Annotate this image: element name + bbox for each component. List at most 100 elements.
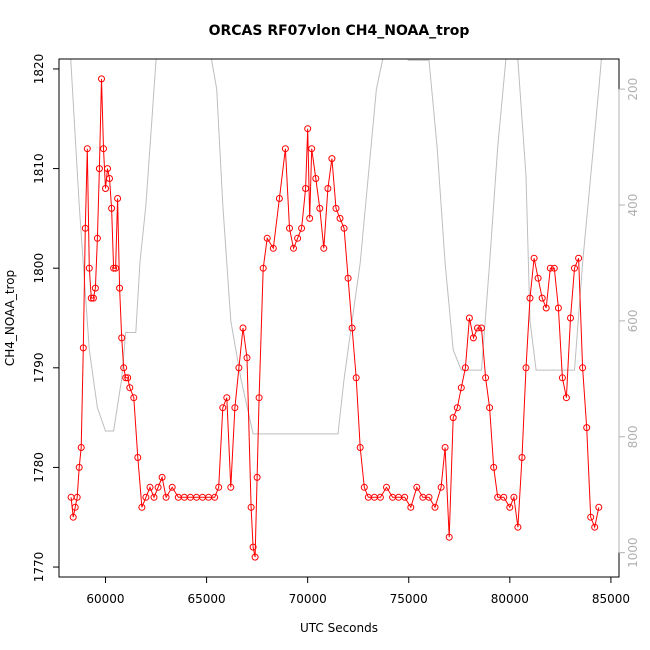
ch4-point (320, 244, 328, 252)
ch4-point (253, 473, 261, 481)
ch4-point (243, 354, 251, 362)
ch4-point (316, 204, 324, 212)
ch4-point (534, 274, 542, 282)
ch4-point (162, 493, 170, 501)
ch4-point (506, 503, 514, 511)
ch4-point (526, 294, 534, 302)
ch4-point (290, 244, 297, 252)
ch4-point (215, 483, 223, 491)
ch4-point (231, 404, 239, 412)
ch4-point (360, 483, 368, 491)
ch4-point (110, 264, 118, 272)
ch4-point (348, 324, 356, 332)
ch4-point (449, 414, 457, 422)
ch4-point (530, 254, 538, 262)
chart-title: ORCAS RF07vlon CH4_NOAA_trop (209, 23, 470, 39)
ch4-point (344, 274, 352, 282)
ch4-point (259, 264, 267, 272)
x-tick-label: 85000 (592, 592, 630, 606)
ch4-point (263, 234, 271, 242)
ch4-point (235, 364, 243, 372)
ch4-point (457, 384, 465, 392)
ch4-point (336, 214, 344, 222)
ch4-point (211, 493, 219, 501)
ch4-point (413, 483, 421, 491)
y-tick-label: 1790 (32, 353, 46, 384)
x-tick-label: 65000 (187, 592, 225, 606)
ch4-point (106, 175, 113, 182)
y-tick-label: 1800 (32, 253, 46, 284)
y2-tick-label: 800 (626, 425, 640, 448)
ch4-point (124, 374, 132, 382)
ch4-point (461, 364, 469, 372)
ch4-point (328, 155, 336, 163)
ch4-point (482, 374, 490, 382)
ch4-point (425, 493, 433, 501)
ch4-point (168, 483, 176, 491)
x-tick-label: 60000 (86, 592, 124, 606)
y2-tick-label: 400 (626, 194, 640, 217)
plot-frame (58, 58, 620, 578)
ch4-point (431, 503, 439, 511)
ch4-point (401, 493, 409, 501)
ch4-point (126, 384, 134, 392)
ch4-point (500, 493, 508, 501)
ch4-point (474, 324, 481, 332)
ch4-point (83, 145, 91, 153)
ch4-point (130, 394, 138, 402)
ch4-point (251, 553, 259, 561)
ch4-point (219, 404, 227, 412)
ch4-point (114, 195, 122, 202)
ch4-point (81, 224, 89, 232)
y-tick-label: 1810 (32, 153, 46, 184)
ch4-point (550, 264, 558, 272)
ch4-point (93, 234, 101, 242)
y-tick-label: 1780 (32, 452, 46, 483)
ch4-point (269, 244, 277, 252)
ch4-point (154, 483, 162, 491)
y2-tick-label: 200 (626, 78, 640, 101)
ch4-point (134, 454, 142, 461)
ch4-point (104, 165, 111, 173)
ch4-point (146, 483, 154, 491)
ch4-point (332, 204, 340, 212)
ch4-point (522, 364, 530, 372)
ch4-point (116, 284, 124, 292)
ch4-point (304, 125, 312, 133)
ch4-point (302, 185, 310, 192)
ch4-point (591, 523, 599, 531)
ch4-point (583, 424, 591, 432)
ch4-point (255, 394, 263, 402)
ch4-point (73, 493, 81, 501)
ch4-point (100, 145, 107, 153)
ch4-point (249, 543, 257, 551)
ch4-point (306, 214, 314, 222)
ch4-line (70, 78, 600, 558)
ch4-point (275, 195, 283, 202)
ch4-point (75, 463, 83, 471)
ch4-point (356, 444, 364, 451)
ch4-point (227, 483, 235, 491)
x-axis-label: UTC Seconds (300, 621, 378, 635)
ch4-point (587, 513, 595, 521)
x-tick-label: 75000 (390, 592, 428, 606)
pressure-series (70, 59, 602, 435)
ch4-point (138, 503, 146, 511)
ch4-point (469, 334, 477, 342)
ch4-point (294, 234, 302, 242)
ch4-point (579, 364, 587, 372)
ch4-point (376, 493, 384, 501)
ch4-point (510, 493, 518, 501)
ch4-point (465, 314, 473, 322)
ch4-point (453, 404, 461, 412)
ch4-point (308, 145, 316, 153)
pressure-line (70, 59, 602, 435)
ch4-point (87, 294, 95, 302)
ch4-point (158, 473, 166, 481)
ch4-point (514, 523, 522, 531)
ch4-point (150, 493, 158, 501)
x-tick-label: 70000 (289, 592, 327, 606)
ch4-point (445, 533, 453, 541)
ch4-point (298, 224, 306, 232)
